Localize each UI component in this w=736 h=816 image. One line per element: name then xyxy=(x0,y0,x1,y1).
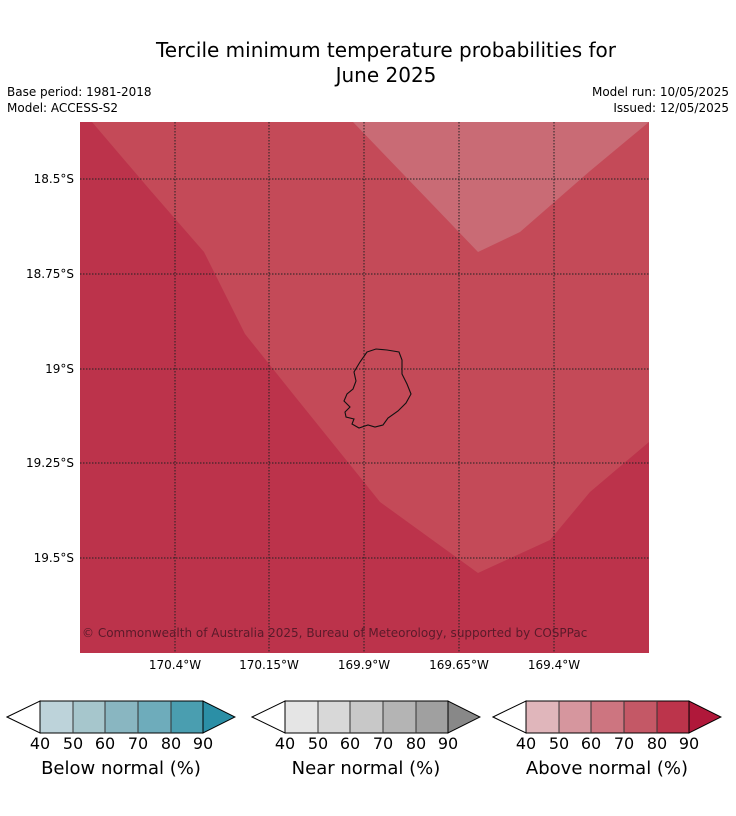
legend-tick: 60 xyxy=(94,734,116,753)
legend-below-normal: 40 50 60 70 80 90 Below normal (%) xyxy=(6,700,236,779)
longitude-label: 170.4°W xyxy=(148,658,202,672)
legend-swatch xyxy=(383,701,416,733)
map-title: Tercile minimum temperature probabilitie… xyxy=(155,38,617,87)
latitude-label: 18.75°S xyxy=(26,267,74,281)
model-text: Model: ACCESS-S2 xyxy=(7,101,119,115)
latitude-label: 19°S xyxy=(45,362,74,376)
legend-title: Near normal (%) xyxy=(291,758,441,779)
metadata-right: Model run: 10/05/2025 Issued: 12/05/2025 xyxy=(592,84,729,116)
metadata-left: Base period: 1981-2018 Model: ACCESS-S2 xyxy=(7,84,152,116)
longitude-label: 170.15°W xyxy=(239,658,299,672)
map-band-60-70 xyxy=(353,122,649,252)
legend-swatch xyxy=(350,701,383,733)
legend-tick: 70 xyxy=(613,734,635,753)
legend-tick: 60 xyxy=(339,734,361,753)
copyright-text: © Commonwealth of Australia 2025, Bureau… xyxy=(82,626,588,640)
legend-swatch xyxy=(138,701,171,733)
legend-tick: 40 xyxy=(515,734,537,753)
legend-swatch xyxy=(318,701,350,733)
legend-swatch xyxy=(591,701,624,733)
legend-tick: 50 xyxy=(307,734,329,753)
legend-arrow-low xyxy=(492,700,527,734)
legend-near-normal: 40 50 60 70 80 90 Near normal (%) xyxy=(251,700,481,779)
legend-swatch xyxy=(73,701,105,733)
legend-tick: 50 xyxy=(548,734,570,753)
graticule xyxy=(80,122,649,653)
longitude-label: 169.65°W xyxy=(429,658,489,672)
probability-map[interactable] xyxy=(80,122,649,653)
legend-tick: 40 xyxy=(274,734,296,753)
longitude-label: 169.9°W xyxy=(337,658,391,672)
legend-tick: 70 xyxy=(372,734,394,753)
island-coastline xyxy=(343,348,412,429)
base-period-text: Base period: 1981-2018 xyxy=(7,85,152,99)
legend-arrow-high xyxy=(202,700,236,734)
latitude-label: 19.5°S xyxy=(33,551,74,565)
legend-tick: 80 xyxy=(405,734,427,753)
legend-tick: 70 xyxy=(127,734,149,753)
legend-title: Above normal (%) xyxy=(525,758,689,779)
model-run-text: Model run: 10/05/2025 xyxy=(591,85,729,99)
legend-arrow-low xyxy=(6,700,41,734)
legend-tick: 60 xyxy=(580,734,602,753)
legend-swatch xyxy=(285,701,318,733)
legend-tick: 90 xyxy=(678,734,700,753)
legend-above-normal: 40 50 60 70 80 90 Above normal (%) xyxy=(492,700,722,779)
legend-tick: 80 xyxy=(646,734,668,753)
legend-tick: 40 xyxy=(29,734,51,753)
latitude-label: 18.5°S xyxy=(33,172,74,186)
legend-swatch xyxy=(657,701,689,733)
legend-arrow-low xyxy=(251,700,286,734)
issued-text: Issued: 12/05/2025 xyxy=(613,101,729,115)
legend-arrow-high xyxy=(447,700,481,734)
legend-swatch xyxy=(105,701,138,733)
legend-swatch xyxy=(40,701,73,733)
legend-arrow-high xyxy=(688,700,722,734)
legend-title: Below normal (%) xyxy=(41,758,201,779)
legend-tick: 90 xyxy=(437,734,459,753)
legend-swatch xyxy=(526,701,559,733)
legend-tick: 50 xyxy=(62,734,84,753)
longitude-label: 169.4°W xyxy=(527,658,581,672)
latitude-label: 19.25°S xyxy=(26,456,74,470)
legend-tick: 80 xyxy=(160,734,182,753)
legend-tick: 90 xyxy=(192,734,214,753)
legend-swatch xyxy=(624,701,657,733)
legend-swatch xyxy=(559,701,591,733)
legend-swatch xyxy=(416,701,448,733)
legend-swatch xyxy=(171,701,203,733)
